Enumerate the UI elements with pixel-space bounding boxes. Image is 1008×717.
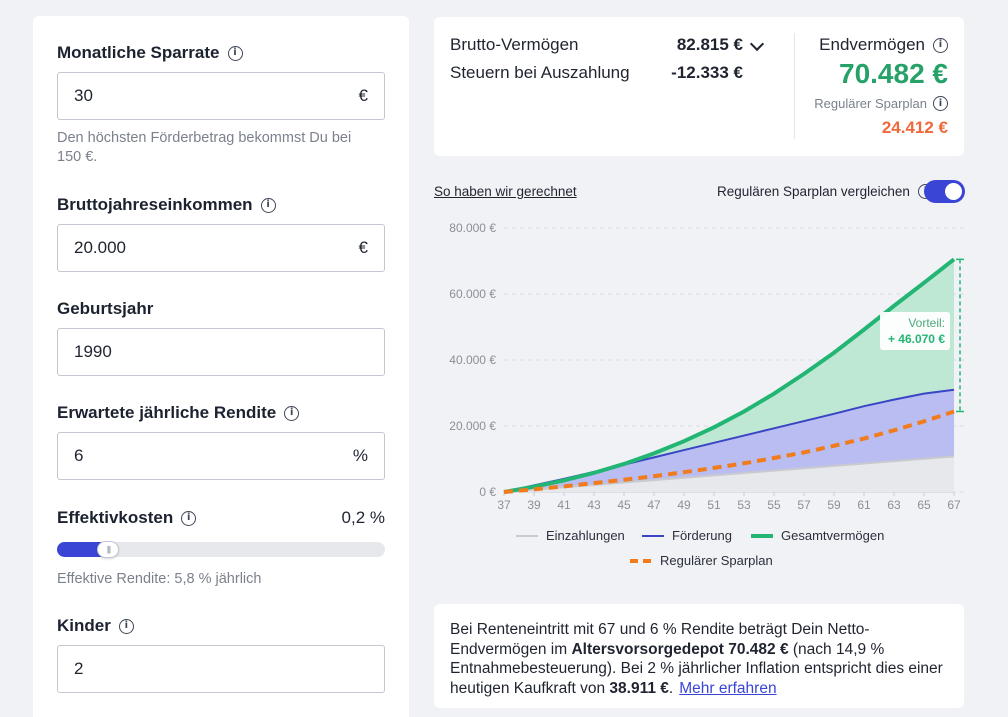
info-icon[interactable]: i bbox=[933, 96, 948, 111]
x-tick-label: 37 bbox=[497, 498, 511, 512]
x-tick-label: 39 bbox=[527, 498, 541, 512]
series-regulaerer-sparplan-line bbox=[503, 409, 955, 494]
end-label: Endvermögen i bbox=[819, 35, 948, 55]
savings-rate-hint: Den höchsten Förderbetrag bekommst Du be… bbox=[57, 130, 352, 165]
x-tick-label: 55 bbox=[767, 498, 781, 512]
learn-more-link[interactable]: Mehr erfahren bbox=[679, 679, 777, 697]
wealth-chart: 0 € 20.000 € 40.000 € 60.000 € 80.000 € 37 39 4… bbox=[449, 221, 964, 568]
info-icon[interactable]: i bbox=[118, 618, 134, 634]
legend-label: Förderung bbox=[672, 528, 732, 543]
calculation-link[interactable]: So haben wir gerechnet bbox=[434, 184, 577, 199]
summary-card: Brutto-Vermögen 82.815 € Steuern bei Aus… bbox=[434, 17, 964, 156]
advantage-value: + 46.070 € bbox=[888, 332, 945, 346]
y-tick-label: 60.000 € bbox=[449, 287, 496, 301]
children-input[interactable]: 2 bbox=[57, 645, 385, 693]
info-icon[interactable]: i bbox=[227, 45, 243, 61]
tax-label: Steuern bei Auszahlung bbox=[450, 63, 630, 82]
y-tick-label: 0 € bbox=[479, 485, 496, 499]
info-icon[interactable]: i bbox=[260, 197, 276, 213]
x-tick-label: 49 bbox=[677, 498, 691, 512]
compare-label: Regulären Sparplan vergleichen i bbox=[717, 184, 933, 199]
result-text-card: Bei Renteneintritt mit 67 und 6 % Rendit… bbox=[434, 604, 964, 708]
legend-label: Einzahlungen bbox=[546, 528, 625, 543]
legend-label: Gesamtvermögen bbox=[781, 528, 884, 543]
savings-rate-input[interactable]: 30 € bbox=[57, 72, 385, 120]
costs-value: 0,2 % bbox=[341, 508, 385, 527]
x-tick-label: 43 bbox=[587, 498, 601, 512]
chevron-down-icon[interactable] bbox=[749, 36, 765, 52]
x-tick-label: 57 bbox=[797, 498, 811, 512]
advantage-label-bg bbox=[880, 312, 950, 350]
gross-label: Brutto-Vermögen bbox=[450, 35, 579, 54]
x-tick-label: 51 bbox=[707, 498, 721, 512]
y-tick-label: 40.000 € bbox=[449, 353, 496, 367]
regular-value: 24.412 € bbox=[881, 118, 948, 137]
x-tick-label: 41 bbox=[557, 498, 571, 512]
info-icon[interactable]: i bbox=[181, 510, 197, 526]
costs-slider-handle[interactable]: ||| bbox=[97, 541, 120, 558]
area-gesamtvermoegen bbox=[504, 259, 954, 492]
x-tick-label: 67 bbox=[947, 498, 961, 512]
area-einzahlungen bbox=[504, 456, 954, 492]
info-icon[interactable]: i bbox=[933, 37, 948, 53]
children-label: Kinder i bbox=[57, 616, 134, 636]
savings-rate-label: Monatliche Sparrate i bbox=[57, 43, 243, 63]
info-icon[interactable]: i bbox=[284, 405, 300, 421]
toggle-knob bbox=[945, 183, 962, 200]
input-panel: Monatliche Sparrate i 30 € Den höchsten … bbox=[33, 16, 409, 717]
effective-return-hint: Effektive Rendite: 5,8 % jährlich bbox=[57, 571, 262, 587]
legend-label: Regulärer Sparplan bbox=[660, 553, 773, 568]
percent-unit: % bbox=[352, 446, 368, 465]
regular-label: Regulärer Sparplan i bbox=[814, 96, 948, 111]
divider bbox=[794, 33, 795, 139]
euro-unit: € bbox=[358, 238, 368, 257]
costs-slider[interactable]: ||| bbox=[57, 541, 385, 558]
costs-slider-fill bbox=[57, 542, 110, 557]
x-tick-label: 45 bbox=[617, 498, 631, 512]
x-tick-label: 47 bbox=[647, 498, 661, 512]
x-tick-label: 61 bbox=[857, 498, 871, 512]
tax-value: -12.333 € bbox=[671, 63, 743, 82]
return-label: Erwartete jährliche Rendite i bbox=[57, 403, 300, 423]
x-tick-label: 59 bbox=[827, 498, 841, 512]
advantage-label: Vorteil: bbox=[908, 316, 945, 330]
gross-income-input[interactable]: 20.000 € bbox=[57, 224, 385, 272]
y-tick-label: 20.000 € bbox=[449, 419, 496, 433]
x-tick-label: 65 bbox=[917, 498, 931, 512]
euro-unit: € bbox=[358, 86, 368, 105]
birth-year-input[interactable]: 1990 bbox=[57, 328, 385, 376]
x-tick-label: 63 bbox=[887, 498, 901, 512]
x-tick-label: 53 bbox=[737, 498, 751, 512]
compare-toggle[interactable] bbox=[924, 180, 965, 203]
end-value: 70.482 € bbox=[839, 58, 948, 89]
gross-value: 82.815 € bbox=[676, 35, 743, 54]
costs-label: Effektivkosten i bbox=[57, 508, 197, 528]
return-input[interactable]: 6 % bbox=[57, 432, 385, 480]
series-gesamtvermoegen-line bbox=[503, 257, 956, 494]
y-tick-label: 80.000 € bbox=[449, 221, 496, 235]
gross-income-label: Bruttojahreseinkommen i bbox=[57, 195, 276, 215]
birth-year-label: Geburtsjahr bbox=[57, 299, 154, 318]
